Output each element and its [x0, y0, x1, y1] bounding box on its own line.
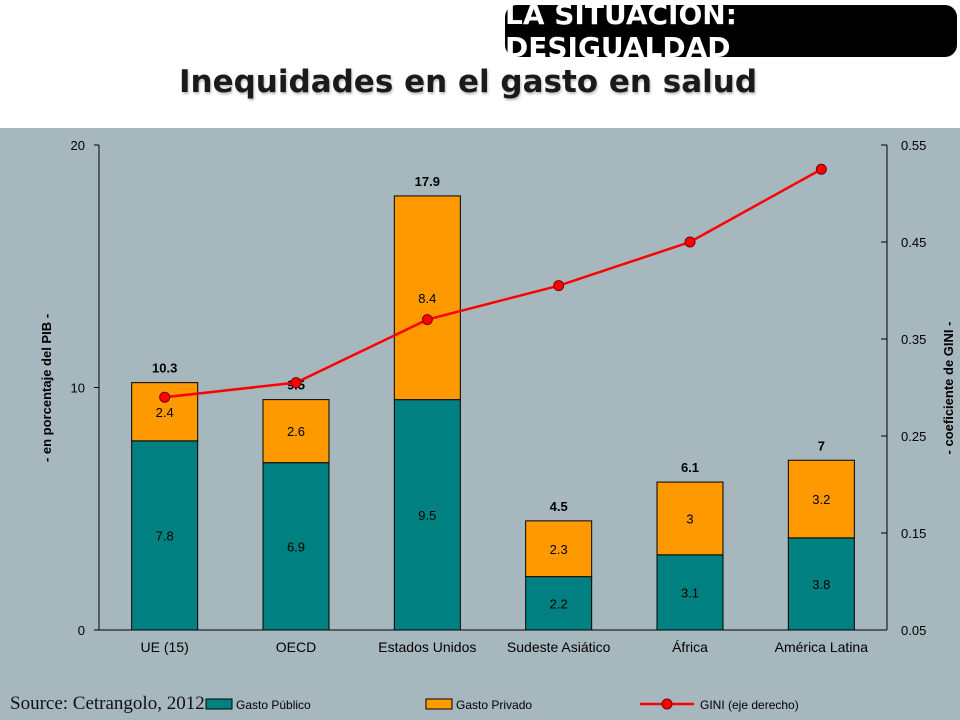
- section-badge-label: LA SITUACIÓN: DESIGUALDAD: [505, 0, 737, 64]
- gini-point: [159, 391, 171, 403]
- x-tick-label: Sudeste Asiático: [507, 639, 611, 655]
- bar-private-label: 2.6: [287, 424, 305, 439]
- left-tick-label: 0: [78, 623, 85, 638]
- x-tick-label: Estados Unidos: [378, 639, 476, 655]
- gini-point: [815, 163, 827, 175]
- bar-total-label: 6.1: [681, 460, 699, 475]
- right-tick-label: 0.15: [901, 526, 926, 541]
- bar-total-label: 7: [818, 438, 825, 453]
- y-axis-label: - en porcentaje del PIB -: [39, 314, 54, 462]
- section-badge: LA SITUACIÓN: DESIGUALDAD: [505, 0, 957, 64]
- bar-total-label: 17.9: [415, 174, 440, 189]
- bar-public-label: 6.9: [287, 539, 305, 554]
- gini-point: [684, 236, 696, 248]
- bar-public-label: 3.1: [681, 585, 699, 600]
- x-tick-label: América Latina: [775, 639, 869, 655]
- legend-swatch-public: [205, 698, 233, 710]
- bar-private: [262, 399, 330, 464]
- gini-point: [290, 377, 302, 389]
- bar-private-label: 3: [686, 511, 693, 526]
- bar-public-label: 2.2: [550, 596, 568, 611]
- bar-private-label: 8.4: [418, 291, 436, 306]
- bar-total-label: 4.5: [550, 499, 568, 514]
- bar-public: [525, 576, 593, 631]
- bar-private: [525, 520, 593, 578]
- x-tick-label: UE (15): [141, 639, 189, 655]
- left-tick-label: 20: [71, 138, 85, 153]
- bar-public-label: 7.8: [156, 528, 174, 543]
- bar-public: [787, 537, 855, 631]
- bar-public: [262, 462, 330, 631]
- bar-private: [656, 481, 724, 556]
- bar-public: [131, 440, 199, 631]
- legend-swatch-private: [425, 698, 453, 710]
- chart: 0 10 20 0.05 0.15 0.25 0.35 0.45 0.55 - en porcen…: [39, 138, 956, 712]
- y-axis-right-label: - coeficiente de GINI -: [941, 322, 956, 455]
- bar-private: [393, 195, 461, 401]
- bar-private-label: 2.3: [550, 542, 568, 557]
- page-title: Inequidades en el gasto en salud: [178, 64, 758, 100]
- right-tick-label: 0.05: [901, 623, 926, 638]
- left-tick-label: 10: [71, 381, 85, 396]
- source-note: Source: Cetrangolo, 2012: [10, 693, 205, 714]
- bar-public: [656, 554, 724, 631]
- bar-private: [787, 459, 855, 539]
- legend-label-public: Gasto Público: [236, 698, 311, 712]
- bar-private-label: 2.4: [156, 405, 174, 420]
- x-tick-label: OECD: [276, 639, 316, 655]
- right-tick-label: 0.25: [901, 429, 926, 444]
- legend-label-private: Gasto Privado: [456, 698, 532, 712]
- legend-label-gini: GINI (eje derecho): [700, 698, 799, 712]
- right-tick-label: 0.35: [901, 332, 926, 347]
- gini-point: [421, 314, 433, 326]
- bar-public-label: 9.5: [418, 508, 436, 523]
- right-tick-label: 0.45: [901, 235, 926, 250]
- bar-public-label: 3.8: [812, 577, 830, 592]
- legend-swatch-gini-marker: [661, 698, 673, 710]
- right-tick-label: 0.55: [901, 138, 926, 153]
- gini-point: [553, 280, 565, 292]
- bar-private-label: 3.2: [812, 492, 830, 507]
- gini-line: [164, 168, 822, 399]
- bar-total-label: 10.3: [152, 361, 177, 376]
- x-tick-label: África: [672, 639, 708, 655]
